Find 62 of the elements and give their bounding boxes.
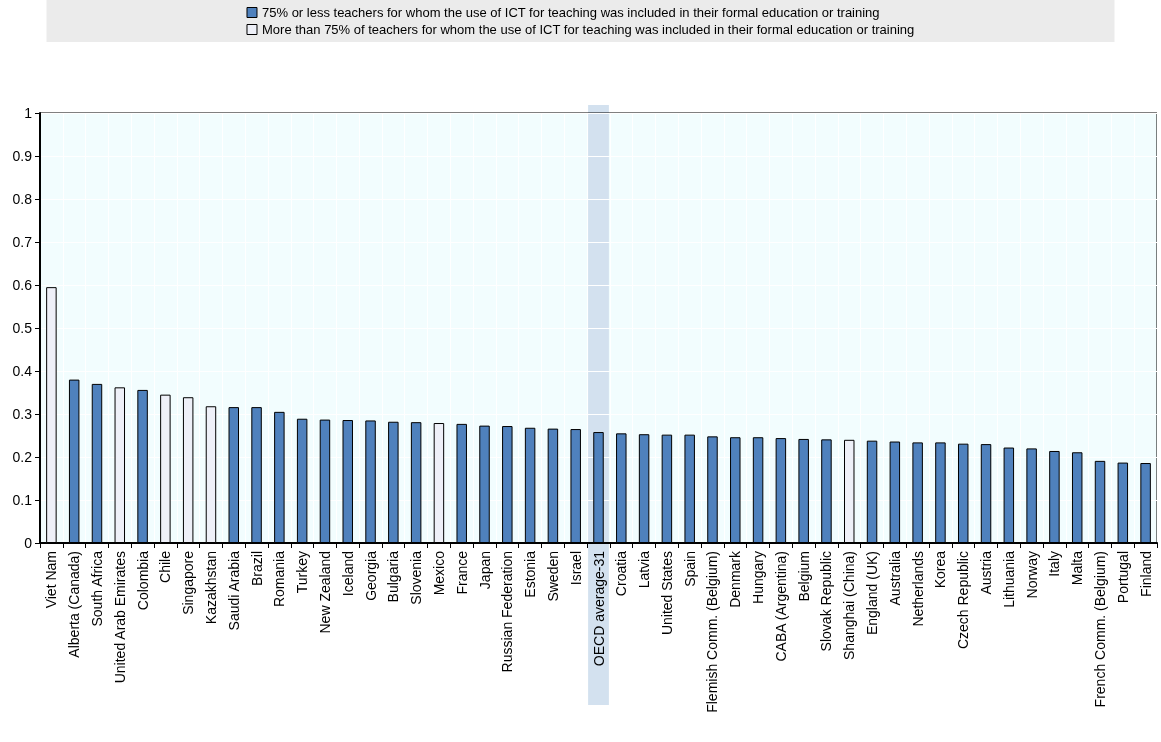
x-tick-label: Flemish Comm. (Belgium) — [704, 551, 721, 713]
x-tick-label: Japan — [476, 551, 493, 590]
x-tick-label: France — [453, 550, 470, 595]
x-tick-label: Netherlands — [909, 551, 926, 627]
x-tick-label: Norway — [1023, 551, 1040, 599]
x-tick-label: Italy — [1046, 551, 1063, 577]
x-tick-label: Brazil — [248, 551, 265, 587]
y-tick-label: 0.6 — [12, 277, 33, 293]
x-tick-label: New Zealand — [316, 551, 333, 634]
x-tick-label: Austria — [978, 550, 995, 595]
x-tick-label: Slovenia — [408, 550, 425, 605]
x-tick-label: Romania — [271, 550, 288, 608]
y-tick-label: 0.5 — [12, 320, 33, 336]
legend-label: 75% or less teachers for whom the use of ICT for teaching was included in their formal education or training — [262, 5, 880, 20]
x-tick-label: Hungary — [750, 551, 767, 604]
y-tick-label: 0.4 — [12, 363, 33, 379]
x-tick-label: Georgia — [362, 550, 379, 601]
x-tick-label: Denmark — [727, 550, 744, 608]
x-tick-label: Croatia — [613, 550, 630, 597]
x-tick-label: French Comm. (Belgium) — [1092, 551, 1109, 708]
legend-label: More than 75% of teachers for whom the use of ICT for teaching was included in their formal education or training — [262, 22, 915, 37]
x-tick-label: United States — [658, 551, 675, 636]
x-tick-label: South Africa — [88, 550, 105, 627]
y-tick-label: 0.8 — [12, 191, 33, 207]
x-tick-label: United Arab Emirates — [111, 551, 128, 684]
x-tick-label: Chile — [157, 550, 174, 583]
y-tick-label: 0.9 — [12, 148, 33, 164]
y-tick-label: 0.3 — [12, 406, 33, 422]
x-tick-label: CABA (Argentina) — [772, 551, 789, 662]
x-tick-label: Iceland — [339, 551, 356, 597]
x-tick-label: Belgium — [795, 551, 812, 602]
x-tick-label: Sweden — [544, 551, 561, 602]
x-tick-label: England (UK) — [864, 551, 881, 636]
x-tick-label: Lithuania — [1000, 550, 1017, 608]
x-tick-label: Saudi Arabia — [225, 550, 242, 631]
x-tick-label: Israel — [567, 551, 584, 586]
x-tick-label: Russian Federation — [499, 551, 516, 673]
x-tick-label: Mexico — [430, 550, 447, 596]
x-tick-label: Colombia — [134, 550, 151, 611]
x-tick-label: Finland — [1137, 551, 1154, 597]
x-tick-label: Portugal — [1114, 551, 1131, 604]
x-tick-label: Turkey — [294, 551, 311, 594]
y-tick-label: 0.2 — [12, 449, 33, 465]
x-tick-label: Kazakhstan — [202, 551, 219, 625]
x-tick-label: Czech Republic — [955, 551, 972, 650]
x-tick-label: Korea — [932, 550, 949, 589]
x-tick-label: Australia — [886, 550, 903, 606]
x-tick-label: Alberta (Canada) — [66, 551, 83, 658]
x-tick-label: Malta — [1069, 550, 1086, 586]
y-tick-label: 1 — [24, 105, 33, 121]
x-tick-label: Estonia — [522, 550, 539, 598]
x-tick-label: OECD average-31 — [590, 550, 607, 667]
x-tick-label: Slovak Republic — [818, 551, 835, 652]
x-tick-label: Shanghai (China) — [841, 551, 858, 660]
y-tick-label: 0 — [24, 535, 33, 551]
x-tick-label: Singapore — [180, 550, 197, 615]
x-tick-label: Latvia — [636, 550, 653, 589]
x-tick-label: Bulgaria — [385, 550, 402, 603]
x-tick-label: Viet Nam — [43, 551, 60, 609]
y-tick-label: 0.7 — [12, 234, 33, 250]
x-tick-label: Spain — [681, 551, 698, 587]
y-tick-label: 0.1 — [12, 492, 33, 508]
